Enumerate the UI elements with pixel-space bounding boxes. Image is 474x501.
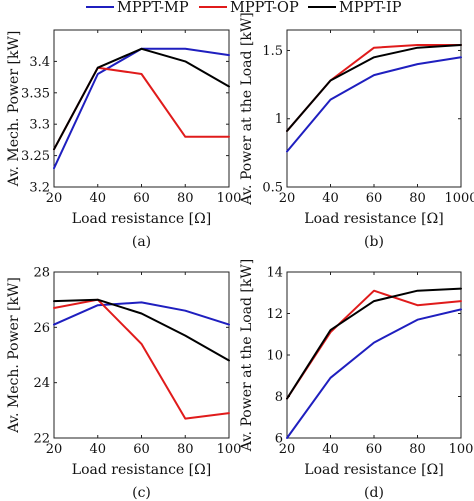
chart-panels: 20 40 60 80 100 3.2 3.25 3.3 3.35 3.4 Load resista… <box>6 12 474 501</box>
x-tick-label: 80 <box>409 442 426 457</box>
y-tick-label: 3.35 <box>21 86 50 101</box>
series-line-mppt-op <box>286 289 462 400</box>
y-tick-label: 28 <box>33 266 50 281</box>
x-tick-label: 20 <box>279 191 296 206</box>
y-tick-label: 3.4 <box>29 55 50 70</box>
chart-panel-b: 20 40 60 80 1000 0.5 1 1.5 Load resistance [Ω] Av… <box>239 12 474 250</box>
x-axis-title: Load resistance [Ω] <box>72 211 211 227</box>
panel-caption: (a) <box>132 234 151 250</box>
legend: MPPT-MP MPPT-OP MPPT-IP <box>86 0 402 16</box>
x-tick-label: 100 <box>217 442 242 457</box>
y-tick-label: 3.2 <box>29 181 50 196</box>
x-tick-label: 60 <box>366 442 383 457</box>
legend-entry: MPPT-OP <box>199 0 299 16</box>
series-line-mppt-ip <box>286 44 462 132</box>
y-tick-label: 10 <box>266 349 283 364</box>
panel-caption: (b) <box>364 234 384 250</box>
series-line-mppt-ip <box>53 298 230 362</box>
y-tick-label: 6 <box>275 432 283 447</box>
x-tick-label: 40 <box>322 191 339 206</box>
x-tick-label: 80 <box>177 442 194 457</box>
plot-frame <box>286 29 462 188</box>
x-tick-label: 80 <box>177 191 194 206</box>
y-tick-label: 1 <box>275 112 283 127</box>
x-tick-label: 40 <box>89 191 106 206</box>
series-line-mppt-op <box>53 298 230 420</box>
x-axis-title: Load resistance [Ω] <box>72 462 211 478</box>
legend-label: MPPT-IP <box>339 0 402 16</box>
chart-panel-c: 20 40 60 80 100 22 24 26 28 Load resistance [Ω] Av… <box>6 266 241 501</box>
series-line-mppt-mp <box>53 301 230 326</box>
legend-entry: MPPT-MP <box>86 0 189 16</box>
y-axis-title: Av. Mech. Power [kW] <box>6 31 22 188</box>
x-tick-label: 100 <box>449 442 474 457</box>
x-tick-label: 20 <box>46 191 63 206</box>
x-tick-label: 20 <box>46 442 63 457</box>
y-tick-label: 22 <box>33 432 50 447</box>
x-tick-label: 1000 <box>444 191 474 206</box>
legend-label: MPPT-OP <box>230 0 299 16</box>
plot-frame <box>53 29 230 188</box>
plot-frame <box>286 271 462 439</box>
legend-label: MPPT-MP <box>117 0 189 16</box>
panel-caption: (c) <box>132 485 151 501</box>
plot-frame <box>53 271 230 439</box>
y-axis-title: Av. Power at the Load [kW] <box>239 259 255 452</box>
y-tick-label: 3.3 <box>29 118 50 133</box>
x-tick-label: 80 <box>409 191 426 206</box>
x-tick-label: 60 <box>366 191 383 206</box>
y-tick-label: 12 <box>266 307 283 322</box>
y-tick-label: 3.25 <box>21 149 50 164</box>
series-line-mppt-mp <box>286 56 462 153</box>
y-tick-label: 26 <box>33 321 50 336</box>
legend-entry: MPPT-IP <box>308 0 402 16</box>
x-axis-title: Load resistance [Ω] <box>304 462 443 478</box>
y-axis-title: Av. Power at the Load [kW] <box>239 12 255 205</box>
x-tick-label: 20 <box>279 442 296 457</box>
chart-panel-d: 20 40 60 80 100 6 8 10 12 14 Load resistance [Ω] Av… <box>239 259 473 501</box>
series-line-mppt-op <box>53 66 230 151</box>
chart-panel-a: 20 40 60 80 100 3.2 3.25 3.3 3.35 3.4 Load resista… <box>6 29 242 250</box>
y-tick-label: 8 <box>275 390 283 405</box>
x-tick-label: 100 <box>217 191 242 206</box>
y-tick-label: 14 <box>266 266 283 281</box>
x-tick-label: 60 <box>133 442 150 457</box>
panel-caption: (d) <box>364 485 384 501</box>
series-line-mppt-ip <box>286 287 462 400</box>
series-line-mppt-mp <box>53 47 230 170</box>
x-axis-title: Load resistance [Ω] <box>304 211 443 227</box>
series-line-mppt-mp <box>286 308 462 439</box>
y-tick-label: 24 <box>33 376 50 391</box>
y-tick-label: 1.5 <box>262 44 283 59</box>
series-line-mppt-ip <box>53 47 230 151</box>
x-tick-label: 40 <box>322 442 339 457</box>
x-tick-label: 40 <box>89 442 106 457</box>
x-tick-label: 60 <box>133 191 150 206</box>
y-tick-label: 0.5 <box>262 181 283 196</box>
y-axis-title: Av. Mech. Power [kW] <box>6 277 22 434</box>
